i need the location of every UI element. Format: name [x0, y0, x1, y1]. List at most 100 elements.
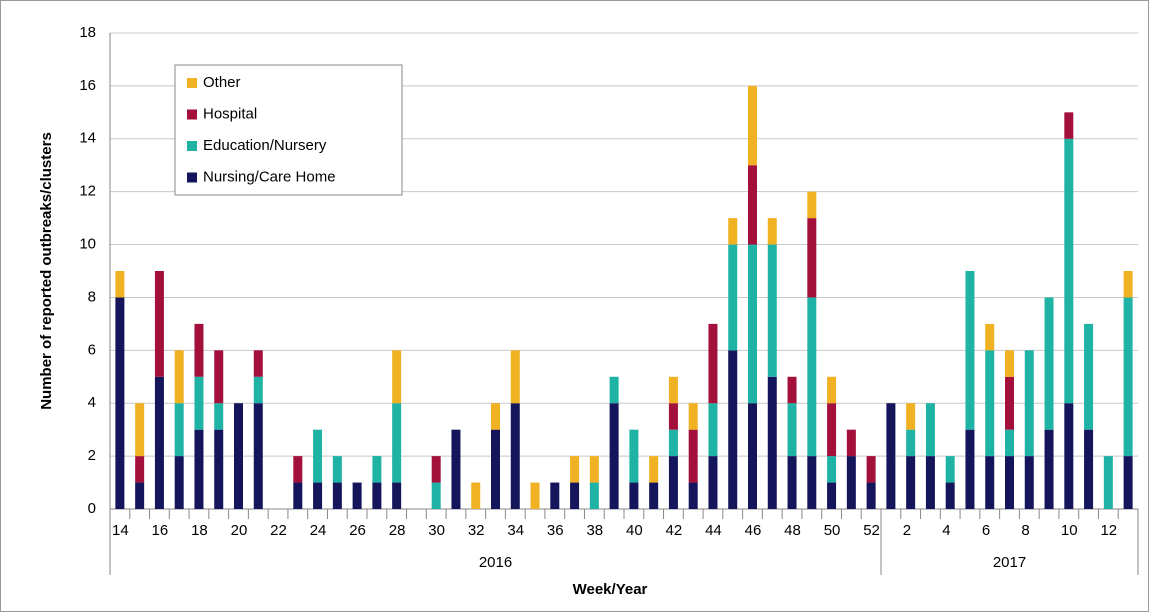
bar-segment — [253, 403, 263, 509]
bar-segment — [668, 456, 678, 509]
y-tick-label: 18 — [79, 24, 96, 41]
legend-label: Education/Nursery — [203, 137, 327, 154]
bar-segment — [985, 323, 995, 351]
y-tick-label: 12 — [79, 183, 96, 200]
bar-segment — [846, 429, 856, 457]
legend-swatch — [187, 78, 197, 88]
bar-segment — [1123, 456, 1133, 509]
bar-segment — [965, 429, 975, 509]
bar-segment — [688, 403, 698, 430]
x-tick-label: 50 — [824, 522, 841, 539]
bar-segment — [985, 350, 995, 457]
x-tick-label: 30 — [428, 522, 445, 539]
bar-segment — [174, 403, 184, 457]
bar-segment — [767, 218, 777, 245]
legend-box — [174, 64, 403, 196]
bar-segment — [748, 403, 757, 509]
bar-segment — [1064, 112, 1074, 139]
x-tick-label: 34 — [507, 522, 524, 539]
bar-segment — [135, 482, 145, 509]
bar-segment — [372, 482, 382, 509]
bar-segment — [807, 297, 817, 457]
bar-segment — [115, 271, 125, 298]
x-tick-label: 24 — [310, 522, 327, 539]
bar-segment — [214, 350, 224, 404]
bar-segment — [1024, 456, 1034, 509]
x-tick-label: 10 — [1061, 522, 1078, 539]
bar-segment — [827, 403, 837, 457]
bar-segment — [728, 244, 738, 351]
x-tick-label: 26 — [349, 522, 366, 539]
bar-segment — [767, 376, 777, 509]
bar-segment — [115, 297, 125, 509]
bar-segment — [293, 456, 303, 483]
x-tick-label: 6 — [982, 522, 990, 539]
x-axis-title: Week/Year — [573, 581, 648, 598]
bar-segment — [1123, 297, 1133, 457]
bar-segment — [1084, 323, 1094, 430]
x-tick-label: 38 — [586, 522, 603, 539]
bar-segment — [174, 456, 184, 509]
bar-segment — [866, 482, 876, 509]
bar-segment — [748, 85, 757, 166]
bar-segment — [135, 403, 145, 457]
bar-segment — [708, 456, 718, 509]
y-tick-label: 6 — [88, 341, 96, 358]
bar-segment — [471, 482, 481, 509]
group-label: 2016 — [479, 554, 512, 571]
bar-segment — [886, 403, 896, 509]
bar-segment — [609, 403, 619, 509]
bar-segment — [1005, 456, 1014, 509]
x-tick-label: 40 — [626, 522, 643, 539]
x-tick-label: 42 — [666, 522, 683, 539]
y-tick-label: 8 — [88, 288, 96, 305]
bar-segment — [451, 429, 461, 509]
bar-segment — [214, 403, 224, 430]
bar-segment — [846, 456, 856, 509]
bar-segment — [787, 403, 797, 457]
x-tick-label: 32 — [468, 522, 485, 539]
x-tick-label: 4 — [942, 522, 950, 539]
bar-segment — [787, 456, 797, 509]
x-tick-label: 28 — [389, 522, 406, 539]
bar-segment — [965, 271, 975, 430]
bar-segment — [431, 482, 441, 509]
bar-segment — [253, 376, 263, 404]
y-tick-label: 10 — [79, 236, 96, 253]
bar-segment — [945, 482, 955, 509]
bar-segment — [728, 350, 738, 509]
bar-segment — [1005, 376, 1014, 430]
x-tick-label: 36 — [547, 522, 564, 539]
bar-segment — [668, 376, 678, 404]
bar-segment — [1044, 297, 1054, 430]
bar-segment — [827, 482, 837, 509]
legend-label: Other — [203, 74, 241, 91]
bar-segment — [906, 456, 916, 509]
bar-segment — [807, 456, 817, 509]
bar-segment — [1064, 403, 1074, 509]
x-tick-label: 22 — [270, 522, 287, 539]
bar-segment — [293, 482, 303, 509]
bar-segment — [530, 482, 540, 509]
bar-segment — [649, 456, 659, 483]
bar-segment — [194, 429, 204, 509]
bar-segment — [253, 350, 263, 377]
legend-swatch — [187, 109, 197, 120]
bar-segment — [807, 218, 817, 298]
x-tick-label: 52 — [863, 522, 880, 539]
bar-segment — [629, 429, 639, 483]
bar-segment — [313, 482, 323, 509]
bar-segment — [174, 350, 184, 404]
bar-segment — [491, 403, 500, 430]
x-tick-label: 44 — [705, 522, 722, 539]
bar-segment — [1024, 350, 1034, 457]
bar-segment — [154, 271, 164, 377]
bar-segment — [629, 482, 639, 509]
bar-segment — [827, 376, 837, 404]
bar-segment — [985, 456, 995, 509]
bar-segment — [392, 482, 402, 509]
bar-segment — [748, 244, 757, 404]
bar-segment — [372, 456, 382, 483]
bar-segment — [1044, 429, 1054, 509]
